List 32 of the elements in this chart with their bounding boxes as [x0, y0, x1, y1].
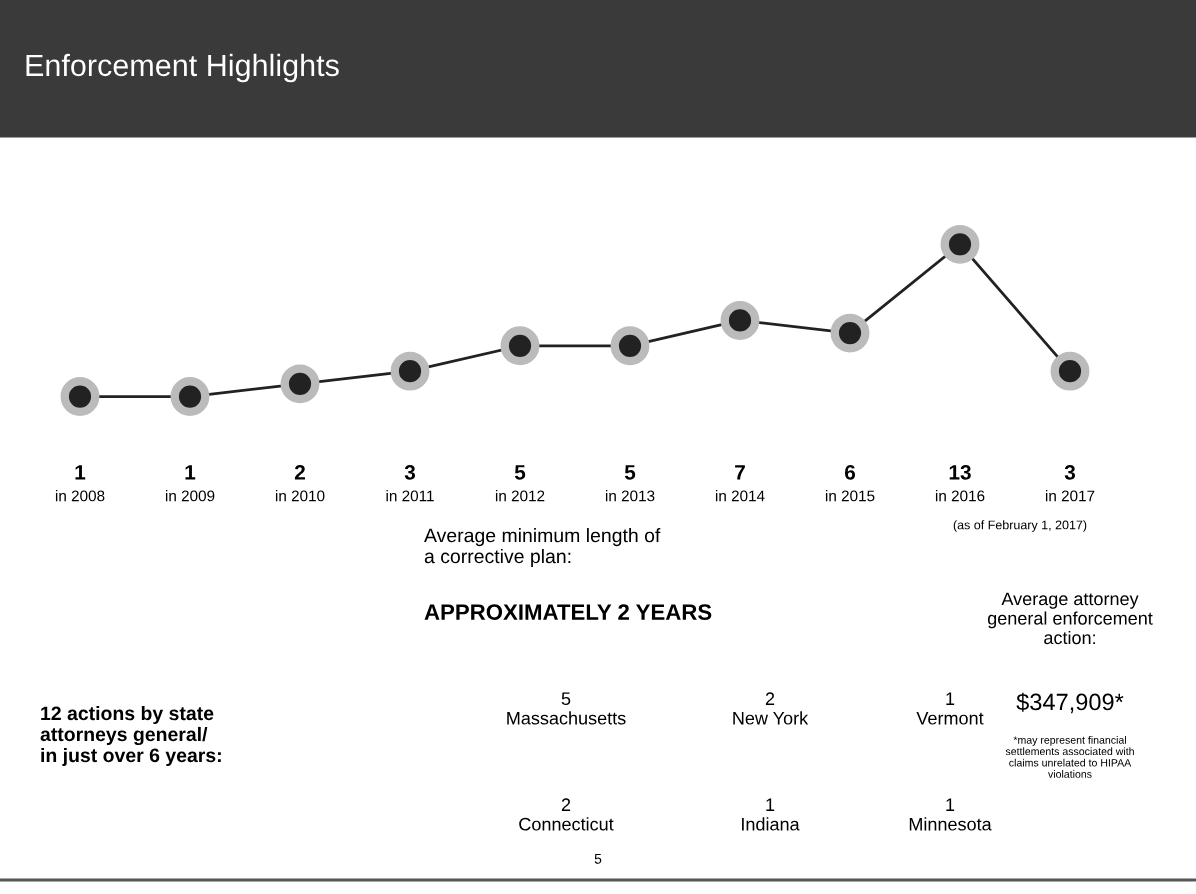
text: APPROXIMATELY 2 YEARS [424, 604, 712, 620]
data-label: 13 [949, 464, 971, 480]
text: Average minimum length of a corrective plan: [424, 528, 661, 568]
point [280, 364, 320, 404]
point [500, 326, 540, 366]
point [170, 377, 210, 416]
text: 5 Massachusetts [507, 692, 626, 725]
text: Average attorney general enforcement action: [987, 592, 1153, 645]
data-label: 5 [514, 465, 526, 480]
point [390, 351, 430, 391]
data-label: 5 [624, 465, 636, 480]
point [720, 300, 760, 340]
text: 12 actions by state attorneys general/ in just over 6 years: [40, 705, 221, 767]
text: 2 Connecticut [519, 798, 614, 831]
data-label: 1 [75, 465, 86, 480]
text: 2 New York [733, 692, 809, 725]
text: 1 Vermont [916, 692, 984, 725]
point [830, 313, 870, 353]
point [1050, 351, 1090, 391]
data-label: 2 [294, 464, 305, 480]
data-label: 3 [1064, 464, 1076, 480]
data-label: 6 [844, 464, 856, 480]
data-label: 1 [185, 465, 196, 480]
point [60, 377, 100, 416]
point [610, 326, 650, 366]
text: 1 Minnesota [909, 798, 992, 831]
point [940, 224, 980, 264]
text: 1 Indiana [742, 798, 800, 831]
data-label: 3 [404, 464, 416, 480]
text: $347,909* [1016, 692, 1124, 714]
chart-title: Enforcement Highlights [26, 53, 339, 83]
data-label: 7 [735, 465, 745, 480]
